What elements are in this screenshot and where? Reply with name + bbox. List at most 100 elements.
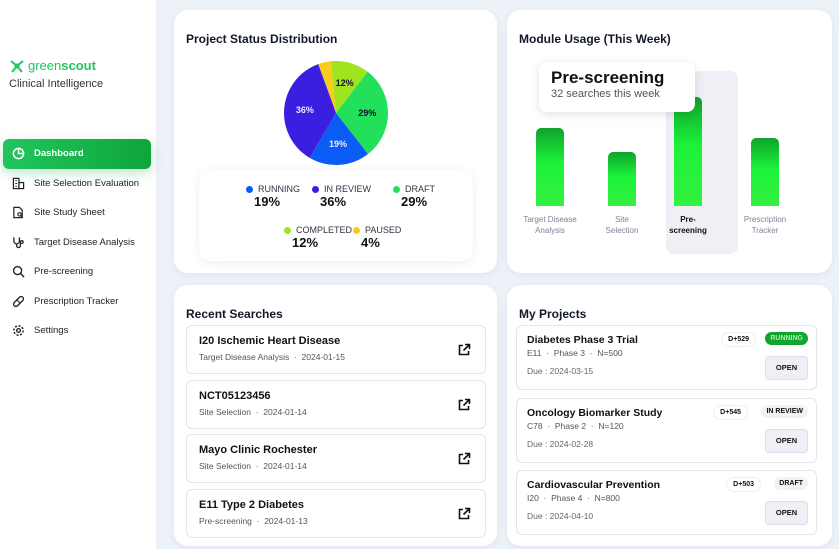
search-date: 2024-01-14 <box>263 461 307 471</box>
legend-label: IN REVIEW <box>324 184 372 194</box>
dday-badge: D+545 <box>713 404 748 420</box>
search-title: NCT05123456 <box>199 389 271 402</box>
legend-item: COMPLETED 12% <box>284 225 352 250</box>
bar-3[interactable] <box>751 137 779 206</box>
open-project-button[interactable]: OPEN <box>765 356 808 380</box>
open-project-button[interactable]: OPEN <box>765 428 808 453</box>
search-title: I20 Ischemic Heart Disease <box>199 335 341 347</box>
legend-value: 29% <box>401 194 428 209</box>
search-date: 2024-01-15 <box>301 352 346 362</box>
project-code: I20 <box>527 493 539 503</box>
recent-search-item[interactable]: E11 Type 2 Diabetes Pre-screening · 2024-… <box>186 488 486 538</box>
bar-label: Target Disease Analysis <box>523 215 577 235</box>
sidebar-item-dashboard[interactable]: Dashboard <box>3 139 151 169</box>
external-link-icon[interactable] <box>457 343 471 357</box>
project-item: Cardiovascular Prevention I20 · Phase 4 ·… <box>516 470 817 535</box>
pie-data-label: 12% <box>336 78 354 88</box>
pie-chart: 12% 29% 19% 36% <box>284 61 389 165</box>
pie-chart-icon <box>12 147 25 160</box>
pie-data-label: 36% <box>296 105 314 115</box>
sidebar-item-prescription-tracker[interactable]: Prescription Tracker <box>3 287 151 317</box>
recent-search-item[interactable]: Mayo Clinic Rochester Site Selection · 20… <box>186 434 486 483</box>
external-link-icon[interactable] <box>457 507 471 521</box>
brand-light: green <box>28 58 62 73</box>
sidebar-nav: Dashboard Site Selection Evaluation Site S… <box>3 139 151 346</box>
module-usage-card: Target Disease Analysis Site Selection Pre-s… <box>507 10 832 273</box>
open-project-button[interactable]: OPEN <box>765 501 808 525</box>
search-module: Pre-screening <box>199 515 252 526</box>
pie-slice-draft[interactable] <box>336 71 389 154</box>
search-module: Target Disease Analysis <box>199 352 290 362</box>
project-n: N=800 <box>594 493 620 503</box>
legend-item: PAUSED 4% <box>353 225 401 250</box>
stethoscope-icon <box>13 237 24 248</box>
project-title: Diabetes Phase 3 Trial <box>527 334 638 346</box>
recent-search-item[interactable]: I20 Ischemic Heart Disease Target Disease… <box>186 325 486 374</box>
status-distribution-card: Project Status Distribution 12% 29% 19% 36%… <box>174 10 497 273</box>
legend-label: RUNNING <box>258 184 300 194</box>
legend-label: DRAFT <box>405 184 435 194</box>
pie-slice-paused[interactable] <box>318 61 336 113</box>
brand-bold: scout <box>61 58 96 73</box>
bar-tooltip: Pre-screening 32 searches this week <box>539 62 695 112</box>
project-phase: Phase 3 <box>553 348 585 358</box>
legend-dot <box>246 185 253 193</box>
pie-slice-running[interactable] <box>309 113 369 165</box>
project-due: Due : 2024-02-28 <box>527 438 594 449</box>
pie-data-label: 19% <box>329 139 347 149</box>
legend-item: IN REVIEW 36% <box>312 184 371 209</box>
gear-icon <box>13 325 24 337</box>
search-module: Site Selection <box>199 461 251 471</box>
recent-search-item[interactable]: NCT05123456 Site Selection · 2024-01-14 <box>186 379 486 429</box>
legend-item: DRAFT 29% <box>393 184 435 209</box>
legend-label: PAUSED <box>365 225 402 235</box>
pie-slice-completed[interactable] <box>330 61 368 113</box>
tooltip-title: Pre-screening <box>551 68 665 87</box>
sidebar-item-pre-screening[interactable]: Pre-screening <box>3 257 151 287</box>
sidebar: greenscout Clinical Intelligence Dashboa… <box>0 0 156 549</box>
project-n: N=500 <box>597 348 623 358</box>
logo[interactable]: greenscout <box>9 58 96 73</box>
status-badge: IN REVIEW <box>761 404 808 418</box>
card-title: Module Usage (This Week) <box>519 32 671 46</box>
external-link-icon[interactable] <box>457 398 471 412</box>
card-title: Recent Searches <box>186 307 283 321</box>
project-phase: Phase 2 <box>554 420 587 431</box>
sidebar-item-label: Site Selection Evaluation <box>34 177 140 189</box>
project-title: Cardiovascular Prevention <box>527 479 661 491</box>
external-link-icon[interactable] <box>457 452 471 466</box>
search-date: 2024-01-13 <box>264 515 308 526</box>
sidebar-item-target-disease-analysis[interactable]: Target Disease Analysis <box>3 228 151 258</box>
bar-label: Pre-screening <box>669 215 707 235</box>
pill-icon <box>12 295 25 307</box>
legend-label: COMPLETED <box>296 225 353 235</box>
sidebar-item-label: Pre-screening <box>34 266 94 278</box>
sidebar-item-label: Settings <box>34 325 69 337</box>
pie-data-label: 29% <box>358 108 376 118</box>
bar-label: Site Selection <box>605 215 639 235</box>
bar-1[interactable] <box>608 151 636 206</box>
my-projects-card: My Projects Diabetes Phase 3 Trial E11 · … <box>507 285 832 546</box>
bar-2[interactable] <box>674 97 702 206</box>
sidebar-item-settings[interactable]: Settings <box>3 316 151 346</box>
sidebar-item-site-selection-evaluation[interactable]: Site Selection Evaluation <box>3 169 151 199</box>
search-icon <box>12 266 25 278</box>
tagline: Clinical Intelligence <box>9 78 104 90</box>
bar-0[interactable] <box>536 127 564 206</box>
sidebar-item-label: Dashboard <box>34 148 84 160</box>
project-title: Oncology Biomarker Study <box>527 406 663 419</box>
legend-dot <box>393 185 400 193</box>
project-due: Due : 2024-04-10 <box>527 511 594 521</box>
card-title: My Projects <box>519 307 587 321</box>
card-title: Project Status Distribution <box>186 32 338 46</box>
legend-dot <box>312 185 319 193</box>
sidebar-item-site-study-sheet[interactable]: Site Study Sheet <box>3 198 151 228</box>
project-item: Diabetes Phase 3 Trial E11 · Phase 3 · N=… <box>516 325 817 390</box>
status-badge: RUNNING <box>765 332 808 345</box>
legend-dot <box>284 226 291 234</box>
status-badge: DRAFT <box>774 477 808 490</box>
sidebar-item-label: Target Disease Analysis <box>34 236 135 248</box>
legend-item: RUNNING 19% <box>246 184 300 209</box>
search-date: 2024-01-14 <box>263 406 307 417</box>
pie-slice-in-review[interactable] <box>284 64 336 158</box>
